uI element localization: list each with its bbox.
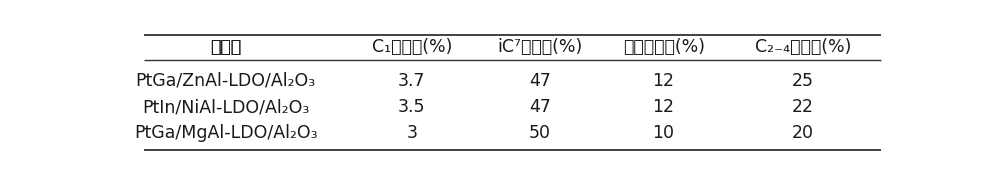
Text: PtIn/NiAl-LDO/Al₂O₃: PtIn/NiAl-LDO/Al₂O₃ [142,98,309,116]
Text: 3: 3 [406,124,417,142]
Text: 12: 12 [653,72,675,90]
Text: 3.7: 3.7 [398,72,426,90]
Text: 20: 20 [792,124,814,142]
Text: C₂₋₄选择性(%): C₂₋₄选择性(%) [755,38,851,56]
Text: PtGa/MgAl-LDO/Al₂O₃: PtGa/MgAl-LDO/Al₂O₃ [134,124,318,142]
Text: 催化剂: 催化剂 [210,38,241,56]
Text: 催化剂: 催化剂 [210,38,241,56]
Text: iC⁷选择性(%): iC⁷选择性(%) [497,38,582,56]
Text: 甲苯选择性(%): 甲苯选择性(%) [623,38,705,56]
Text: 22: 22 [792,98,814,116]
Text: 47: 47 [529,72,551,90]
Text: C₁选择性(%): C₁选择性(%) [372,38,452,56]
Text: PtGa/ZnAl-LDO/Al₂O₃: PtGa/ZnAl-LDO/Al₂O₃ [136,72,316,90]
Text: 3.5: 3.5 [398,98,426,116]
Text: 50: 50 [529,124,551,142]
Text: 10: 10 [653,124,675,142]
Text: 25: 25 [792,72,814,90]
Text: 12: 12 [653,98,675,116]
Text: 47: 47 [529,98,551,116]
